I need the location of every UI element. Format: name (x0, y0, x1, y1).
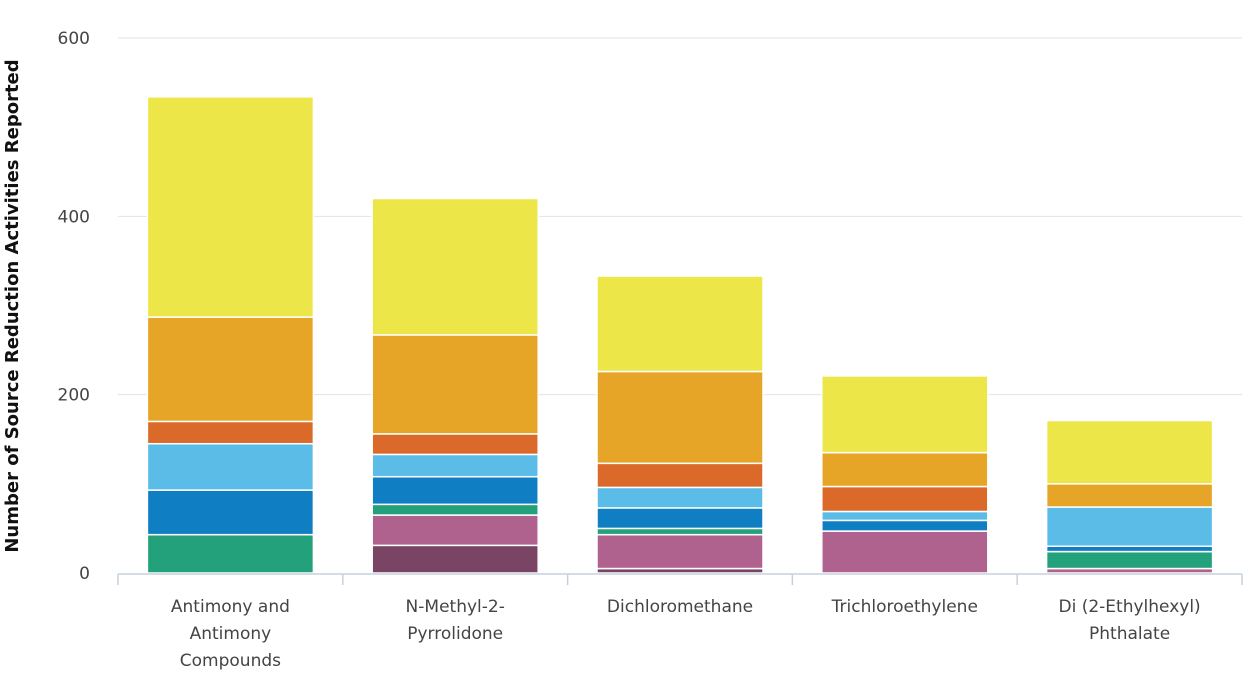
x-category-label-line: Phthalate (1089, 624, 1170, 644)
bar-segment (371, 453, 539, 478)
bar-stacks (146, 96, 1214, 574)
bar-segment (596, 275, 764, 373)
bar-segment (821, 375, 989, 454)
x-category-label-line: Di (2-Ethylhexyl) (1059, 597, 1201, 617)
bar-segment (146, 442, 315, 491)
bar-segment (371, 197, 539, 336)
bar-segment (146, 489, 315, 536)
bar-segment (1045, 545, 1214, 553)
y-axis-title: Number of Source Reduction Activities Re… (2, 59, 23, 552)
bar-segment (821, 485, 989, 513)
x-category-label: Di (2-Ethylhexyl) Phthalate (1059, 597, 1201, 644)
bar-segment (146, 420, 315, 445)
y-tick-label: 0 (79, 564, 90, 584)
bar-segment (821, 510, 989, 522)
x-category-label: Trichloroethylene (831, 597, 978, 617)
bar-segment (821, 530, 989, 574)
x-category-label-line: Trichloroethylene (831, 597, 978, 617)
x-category-label: Dichloromethane (607, 597, 753, 617)
bar-segment (596, 527, 764, 536)
bar-segment (371, 544, 539, 574)
y-tick-label: 200 (58, 386, 90, 406)
x-category-label-line: Antimony (190, 624, 272, 644)
bar-segment (596, 533, 764, 570)
bar-segment (1045, 550, 1214, 570)
bar-segment (1045, 483, 1214, 508)
y-tick-label: 600 (58, 29, 90, 49)
x-axis (117, 573, 1243, 585)
y-tick-label: 400 (58, 207, 90, 227)
bar-segment (371, 503, 539, 516)
bar-segment (821, 451, 989, 488)
x-category-label-line: Dichloromethane (607, 597, 753, 617)
bar-segment (371, 433, 539, 456)
bar-segment (371, 334, 539, 435)
bar-segment (1045, 419, 1214, 485)
x-category-label: N-Methyl-2- Pyrrolidone (406, 597, 505, 644)
x-category-label: Antimony and Antimony Compounds (171, 597, 290, 671)
bar-segment (146, 316, 315, 423)
bar-segment (1045, 506, 1214, 547)
y-axis-ticks: 0 200 400 600 (58, 29, 90, 584)
x-category-label-line: Antimony and (171, 597, 290, 617)
bar-segment (596, 507, 764, 530)
x-category-label-line: N-Methyl-2- (406, 597, 505, 617)
x-category-label-line: Compounds (180, 651, 281, 671)
x-category-label-line: Pyrrolidone (407, 624, 503, 644)
bar-segment (596, 370, 764, 465)
bar-segment (146, 533, 315, 574)
bar-segment (596, 486, 764, 509)
bar-segment (596, 462, 764, 489)
bar-segment (146, 96, 315, 318)
bar-segment (821, 519, 989, 532)
bar-segment (371, 514, 539, 547)
bar-segment (371, 475, 539, 506)
x-axis-category-labels: Antimony and Antimony Compounds N-Methyl-2-… (171, 597, 1201, 671)
